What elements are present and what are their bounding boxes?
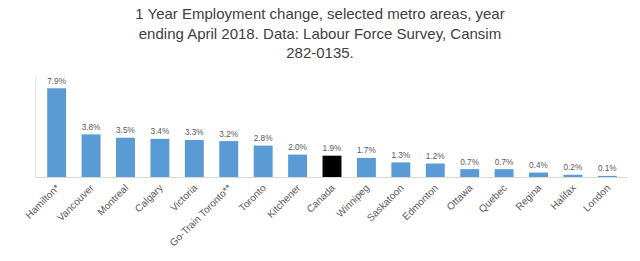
svg-text:Saskatoon: Saskatoon xyxy=(365,182,406,223)
svg-text:1.2%: 1.2% xyxy=(426,152,445,161)
svg-text:Hamilton*: Hamilton* xyxy=(23,182,62,221)
svg-text:Quebec: Quebec xyxy=(476,182,509,215)
svg-text:0.4%: 0.4% xyxy=(529,161,548,170)
svg-text:Regina: Regina xyxy=(513,182,543,212)
svg-text:Montreal: Montreal xyxy=(95,182,130,217)
svg-text:Edmonton: Edmonton xyxy=(400,182,440,222)
svg-text:0.7%: 0.7% xyxy=(495,158,514,167)
svg-text:Canada: Canada xyxy=(304,182,337,215)
svg-text:7.9%: 7.9% xyxy=(47,77,66,86)
svg-text:3.8%: 3.8% xyxy=(82,123,101,132)
svg-text:Vancouver: Vancouver xyxy=(55,182,97,224)
svg-text:2.8%: 2.8% xyxy=(254,134,273,143)
svg-text:London: London xyxy=(581,182,612,213)
svg-text:3.4%: 3.4% xyxy=(150,127,169,136)
svg-text:1.3%: 1.3% xyxy=(391,151,410,160)
svg-text:Winnipeg: Winnipeg xyxy=(334,182,371,219)
svg-text:3.3%: 3.3% xyxy=(185,128,204,137)
svg-text:0.1%: 0.1% xyxy=(598,164,617,173)
svg-text:1.7%: 1.7% xyxy=(357,146,376,155)
svg-text:2.0%: 2.0% xyxy=(288,143,307,152)
svg-text:Toronto: Toronto xyxy=(237,182,269,214)
svg-text:0.2%: 0.2% xyxy=(563,163,582,172)
svg-text:Kitchener: Kitchener xyxy=(265,182,303,220)
svg-text:Halifax: Halifax xyxy=(548,182,577,211)
svg-text:3.2%: 3.2% xyxy=(219,130,238,139)
svg-text:3.5%: 3.5% xyxy=(116,126,135,135)
svg-text:Ottawa: Ottawa xyxy=(444,182,474,212)
svg-text:Calgary: Calgary xyxy=(133,182,165,214)
svg-text:Victoria: Victoria xyxy=(168,182,200,214)
svg-text:Go-Train Toronto**: Go-Train Toronto** xyxy=(167,182,233,248)
svg-text:0.7%: 0.7% xyxy=(460,158,479,167)
svg-text:1.9%: 1.9% xyxy=(323,144,342,153)
svg-text:1 Year Employment change, sele: 1 Year Employment change, selected metro… xyxy=(135,5,504,61)
